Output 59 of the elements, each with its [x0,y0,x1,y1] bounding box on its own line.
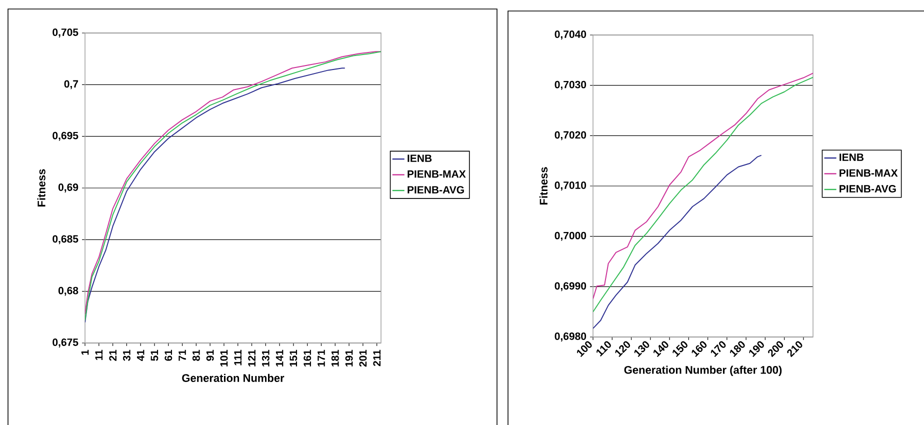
x-tick-label: 130 [634,341,650,357]
y-tick-label: 0,7020 [554,131,586,140]
legend-label: IENB [840,154,864,161]
x-tick-label: 161 [304,350,312,366]
y-tick-label: 0,6990 [554,282,586,292]
x-tick-label: 61 [164,350,172,361]
x-tick-label: 121 [248,350,256,366]
y-tick-label: 0,7040 [554,30,586,40]
x-tick-label: 100 [576,341,592,357]
y-axis-title: Fitness [37,169,46,207]
x-tick-label: 21 [109,350,116,361]
x-tick-label: 201 [359,350,367,367]
y-axis-title: Fitness [539,167,548,205]
line-series [593,154,762,329]
x-tick-label: 120 [615,341,630,357]
y-tick-label: 0,6980 [554,332,586,342]
legend-label: PIENB-AVG [408,186,464,194]
x-tick-label: 170 [710,341,726,357]
legend-label: PIENB-MAX [408,170,466,178]
x-tick-label: 180 [730,341,745,357]
x-tick-label: 190 [749,341,764,357]
x-tick-label: 140 [653,341,668,357]
x-tick-label: 31 [122,350,130,361]
legend-label: IENB [408,154,432,162]
x-tick-label: 160 [692,341,707,357]
x-tick-label: 91 [206,350,214,361]
y-tick-label: 0,7 [64,80,78,90]
legend-label: PIENB-AVG [840,185,896,192]
x-tick-label: 101 [220,350,228,366]
x-tick-label: 51 [150,350,158,361]
x-tick-label: 71 [178,350,186,361]
x-tick-label: 181 [331,350,339,366]
y-tick-label: 0,7030 [554,80,586,90]
x-tick-label: 131 [262,350,270,366]
x-tick-label: 81 [192,350,200,361]
y-tick-label: 0,68 [58,286,78,296]
x-axis-title: Generation Number (after 100) [624,366,782,376]
x-tick-label: 41 [136,350,144,362]
legend-label: PIENB-MAX [840,169,898,177]
x-tick-label: 110 [596,341,611,357]
x-tick-label: 1 [81,350,89,355]
y-tick-label: 0,7000 [554,232,586,241]
y-tick-label: 0,705 [52,28,78,38]
x-tick-label: 141 [276,350,284,366]
y-tick-label: 0,685 [52,235,78,244]
x-tick-label: 211 [373,350,381,366]
x-tick-label: 210 [787,341,802,358]
x-tick-label: 150 [672,341,688,357]
x-tick-label: 191 [345,350,353,366]
x-tick-label: 171 [318,350,325,366]
x-tick-label: 11 [95,350,103,360]
x-tick-label: 111 [234,350,242,366]
y-tick-label: 0,69 [58,184,78,192]
x-tick-label: 200 [768,341,784,358]
x-axis-title: Generation Number [182,374,284,382]
x-tick-label: 151 [290,350,298,366]
y-tick-label: 0,675 [52,338,78,348]
y-tick-label: 0,7010 [554,182,586,190]
y-tick-label: 0,695 [52,132,78,141]
